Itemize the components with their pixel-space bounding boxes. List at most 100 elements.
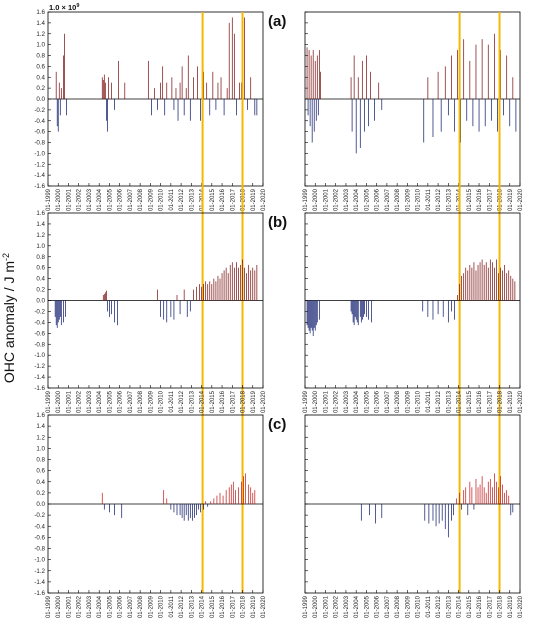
panels: 1.6 1.4 1.2 1.0 0.8 0.6 0.4 0.2 0.0 -0.2 -0.4 -0.6 -… <box>34 9 524 618</box>
bar <box>173 300 175 320</box>
bar <box>221 273 223 301</box>
bar <box>316 55 318 99</box>
bar <box>215 99 217 110</box>
bar <box>478 99 480 132</box>
scale-factor-base: 1.0 × 10 <box>49 3 76 12</box>
x-tick-label: 01-2006 <box>118 390 124 413</box>
x-tick-label: 01-2014 <box>200 390 206 413</box>
bar <box>514 281 516 301</box>
bar <box>313 300 315 328</box>
x-tick-label: 01-1999 <box>46 188 52 211</box>
x-tick-label: 01-2013 <box>189 595 195 618</box>
bar <box>475 478 477 504</box>
bar <box>350 300 352 312</box>
y-tick-label: -0.4 <box>34 523 45 530</box>
x-tick-label: 01-2007 <box>128 390 134 413</box>
bar <box>512 77 514 99</box>
bar <box>371 300 372 323</box>
x-tick-label: 01-2012 <box>436 188 442 211</box>
y-tick-label: -0.8 <box>34 546 45 553</box>
bar <box>461 504 463 510</box>
x-tick-label: 01-2019 <box>251 595 257 618</box>
bar <box>217 82 219 99</box>
bar <box>210 501 212 504</box>
bar <box>437 300 439 315</box>
y-tick-label: 0.6 <box>36 265 45 272</box>
bar <box>65 300 66 317</box>
bar <box>378 82 380 99</box>
bar <box>163 490 165 504</box>
bar <box>423 99 425 143</box>
bar <box>494 473 495 504</box>
bar <box>250 487 252 504</box>
x-tick-label: 01-2003 <box>344 595 350 618</box>
x-tick-label: 01-2004 <box>97 390 103 413</box>
bar <box>454 300 455 320</box>
bar <box>242 259 243 301</box>
x-tick-label: 01-2007 <box>128 595 134 618</box>
scale-factor: 1.0 × 109 <box>49 3 79 12</box>
bar <box>166 82 168 99</box>
bar <box>205 501 207 504</box>
bar <box>465 267 467 301</box>
x-tick-label: 01-2010 <box>159 595 165 618</box>
x-tick-label: 01-2005 <box>107 390 113 413</box>
x-tick-label: 01-2015 <box>210 390 216 413</box>
y-tick-label: -0.2 <box>34 512 45 519</box>
x-tick-label: 01-2017 <box>487 390 493 413</box>
bar <box>109 300 110 317</box>
bar <box>154 88 155 99</box>
bar <box>219 278 221 301</box>
bar <box>220 77 222 99</box>
bar <box>203 284 204 301</box>
panel-label: (a) <box>268 13 286 30</box>
bar <box>477 487 479 504</box>
bar <box>313 99 315 132</box>
bar <box>194 504 195 518</box>
x-tick-label: 01-2009 <box>148 188 154 211</box>
y-tick-label: 1.0 <box>36 42 45 49</box>
bar <box>185 504 187 516</box>
bar <box>234 490 236 504</box>
bar <box>362 300 364 317</box>
bar <box>223 270 225 301</box>
bar <box>58 82 60 99</box>
x-tick-label: 01-2009 <box>148 595 154 618</box>
bar <box>238 267 239 301</box>
bar <box>243 476 244 504</box>
x-tick-label: 01-2020 <box>261 595 267 618</box>
bar <box>485 492 487 504</box>
bar <box>189 99 191 121</box>
bar <box>211 284 213 301</box>
bar <box>62 55 64 99</box>
bar <box>171 77 173 99</box>
bar <box>487 44 489 99</box>
bar <box>201 286 202 301</box>
bar <box>463 490 465 504</box>
y-tick-label: -1.6 <box>34 590 45 597</box>
bar <box>56 300 58 328</box>
bar <box>512 278 514 301</box>
bar <box>469 60 471 99</box>
bar <box>227 273 229 301</box>
bar <box>247 99 249 110</box>
bar <box>502 270 503 301</box>
x-tick-label: 01-2006 <box>118 188 124 211</box>
bar <box>451 300 452 312</box>
bar <box>59 99 61 116</box>
panel-label: (c) <box>268 416 286 433</box>
x-tick-label: 01-2013 <box>189 390 195 413</box>
x-tick-label: 01-2011 <box>169 595 175 617</box>
y-tick-label: -1.6 <box>34 183 45 190</box>
bar <box>57 99 59 132</box>
bar <box>369 504 370 516</box>
x-tick-label: 01-2014 <box>200 595 206 618</box>
x-tick-label: 01-2019 <box>508 390 514 413</box>
bar <box>245 473 246 504</box>
bar <box>199 284 200 301</box>
x-tick-label: 01-2018 <box>498 390 504 413</box>
bar <box>252 267 254 301</box>
bar <box>57 300 59 323</box>
bar <box>60 88 62 99</box>
x-tick-label: 01-2003 <box>344 390 350 413</box>
